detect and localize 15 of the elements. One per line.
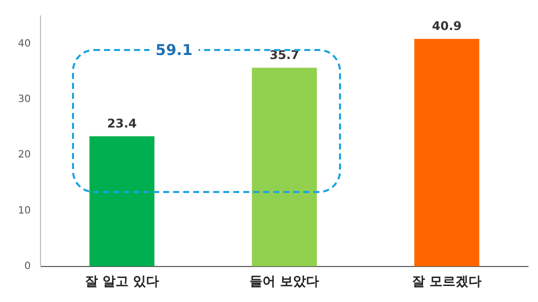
x-tick-label: 잘 모르겠다 (412, 274, 482, 290)
y-tick-label: 20 (18, 150, 31, 161)
data-label: 35.7 (270, 48, 300, 62)
data-label: 40.9 (432, 18, 462, 33)
x-tick-label: 잘 알고 있다 (84, 274, 159, 290)
x-tick-label: 들어 보았다 (250, 274, 320, 290)
bar (252, 68, 317, 266)
y-tick-label: 30 (18, 94, 31, 106)
data-label: 23.4 (107, 116, 137, 130)
y-tick-label: 40 (18, 38, 31, 50)
bar (89, 136, 154, 266)
y-tick-label: 0 (24, 260, 31, 272)
annotation: 59.1 (150, 41, 199, 60)
y-tick-label: 10 (18, 205, 31, 216)
bar (414, 38, 480, 266)
